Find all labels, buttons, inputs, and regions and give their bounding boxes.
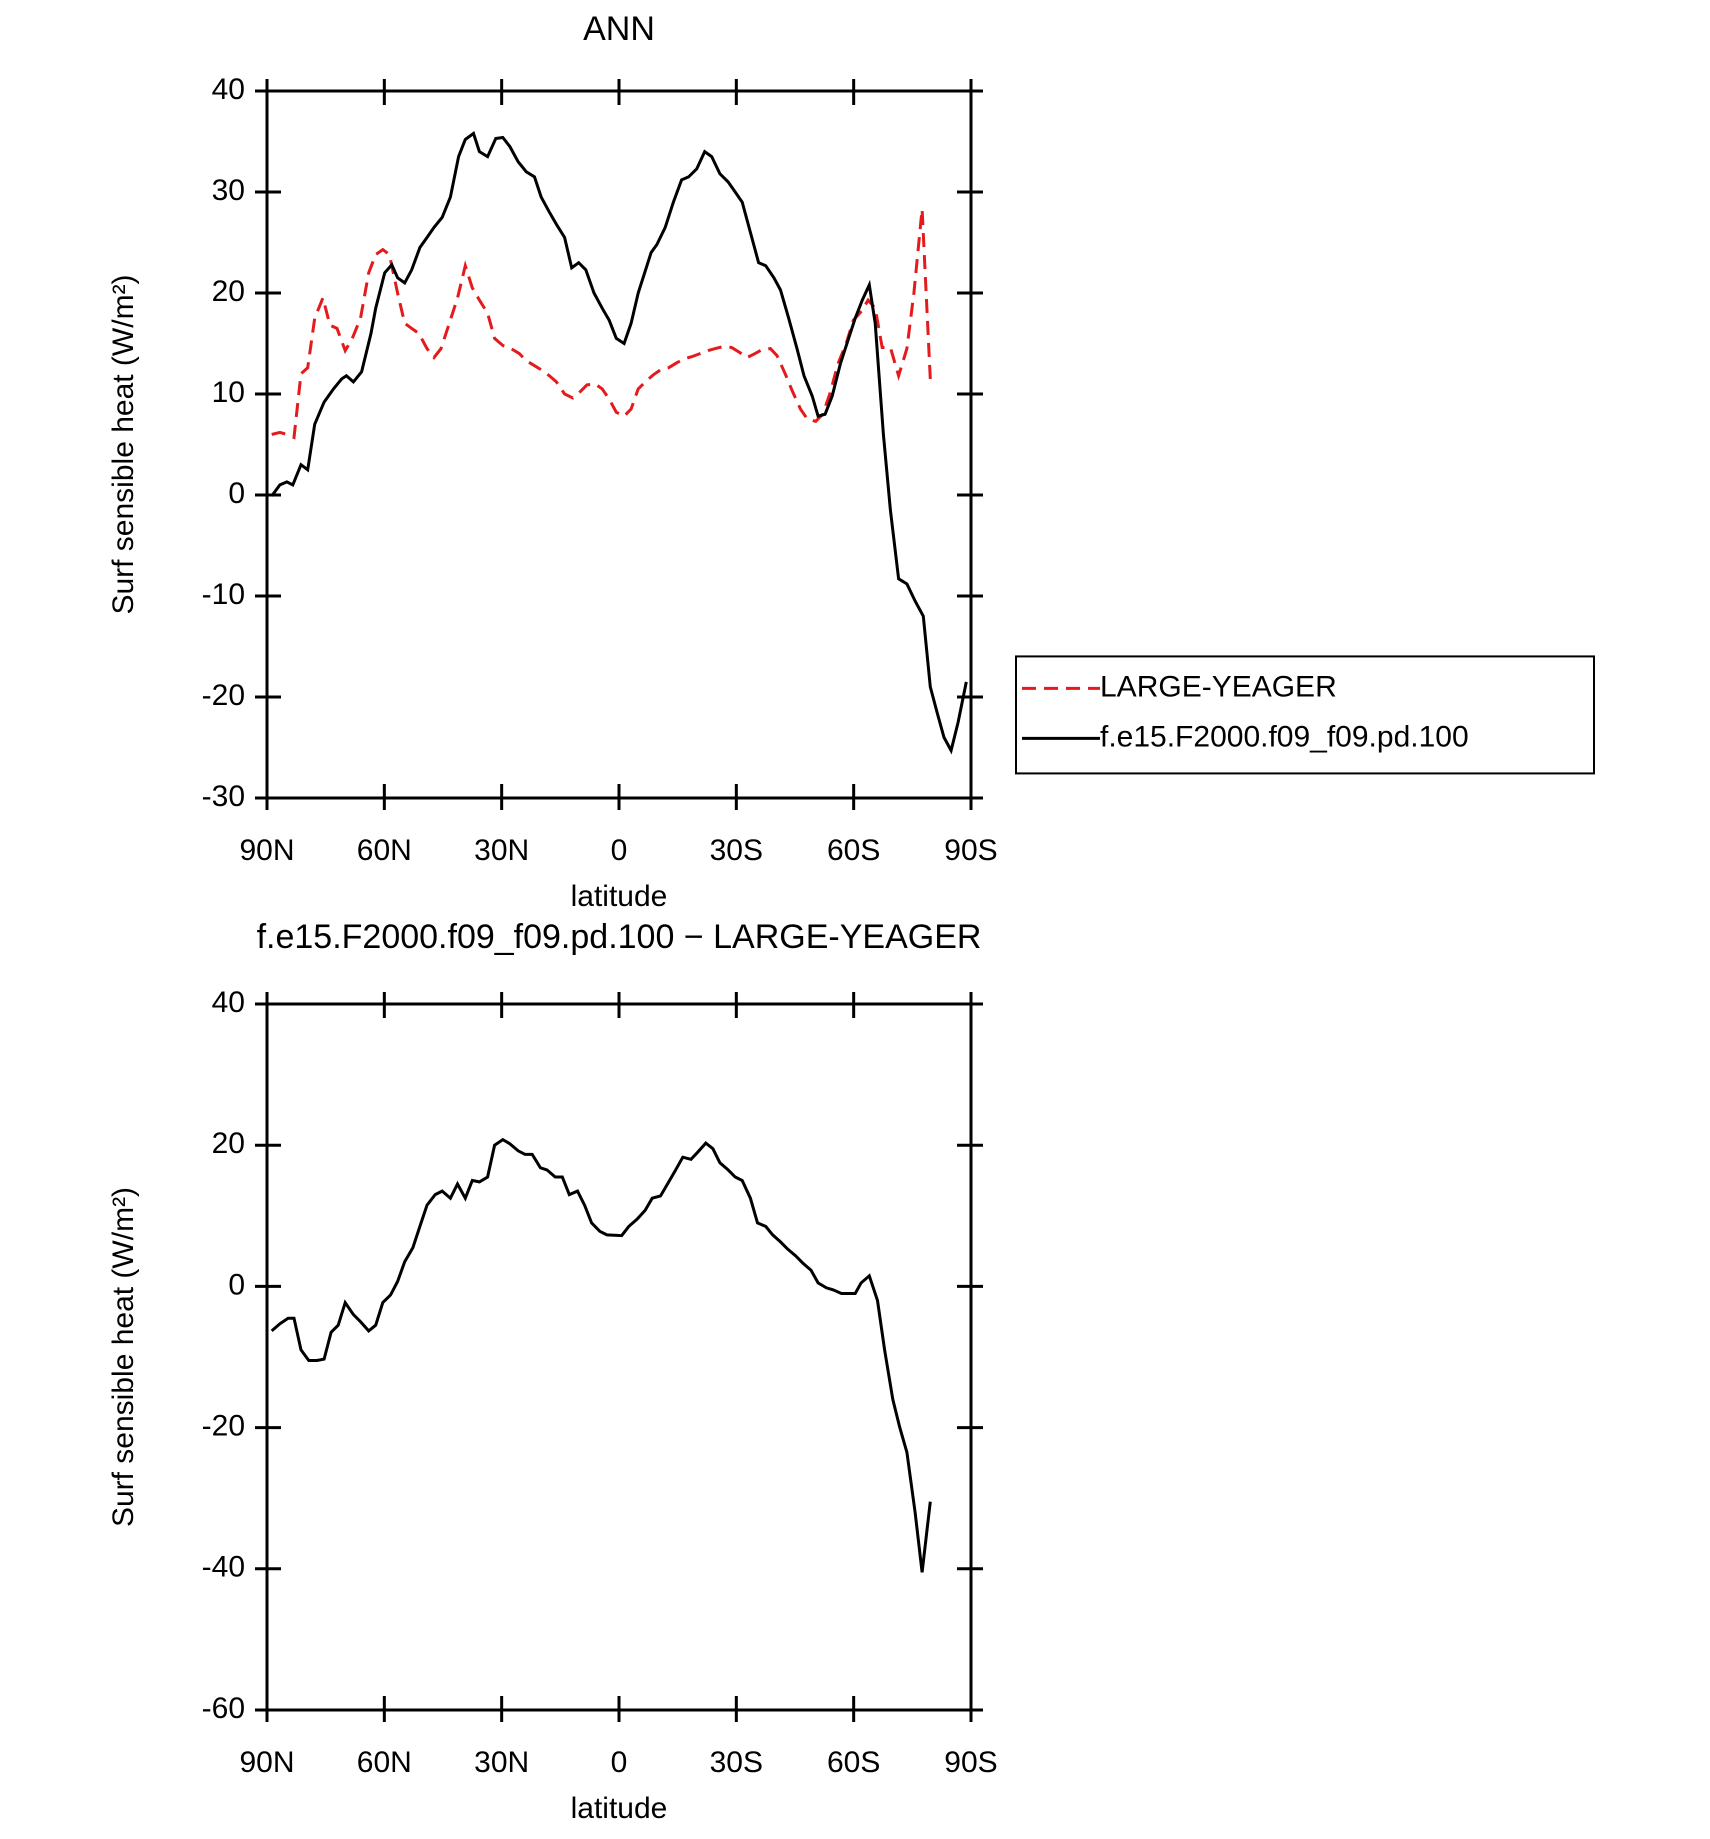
y-tick-label: 20	[212, 1127, 245, 1160]
x-tick-label: 90S	[944, 1746, 997, 1779]
x-tick-label: 30S	[710, 1746, 763, 1779]
chart: ANN -30 -20 -10 0 10 20 30 40 90N 60N 30N 0 30S 60S 90S…	[107, 10, 1595, 913]
x-tick-label: 30S	[710, 834, 763, 867]
x-tick-label: 30N	[474, 1746, 529, 1779]
y-tick-label: 0	[228, 1268, 245, 1301]
plot-frame	[265, 89, 973, 800]
chart-title: ANN	[583, 10, 655, 48]
data-line	[271, 209, 932, 440]
y-tick-label: 40	[212, 73, 245, 106]
y-tick-label: 30	[212, 174, 245, 207]
x-tick-label: 60N	[357, 1746, 412, 1779]
legend-label: f.e15.F2000.f09_f09.pd.100	[1100, 720, 1469, 753]
y-tick-label: -10	[202, 578, 245, 611]
y-axis-label: Surf sensible heat (W/m²)	[107, 1187, 140, 1527]
chart-title: f.e15.F2000.f09_f09.pd.100 − LARGE-YEAGE…	[257, 918, 982, 956]
y-tick-label: 20	[212, 275, 245, 308]
y-tick-label: -40	[202, 1551, 245, 1584]
x-tick-label: 30N	[474, 834, 529, 867]
x-tick-label: 90N	[239, 1746, 294, 1779]
chart: f.e15.F2000.f09_f09.pd.100 − LARGE-YEAGE…	[107, 918, 998, 1825]
y-tick-label: -60	[202, 1692, 245, 1725]
y-axis-label: Surf sensible heat (W/m²)	[107, 274, 140, 614]
x-tick-label: 90N	[239, 834, 294, 867]
y-tick-label: 0	[228, 477, 245, 510]
x-tick-label: 0	[611, 834, 628, 867]
x-tick-label: 60N	[357, 834, 412, 867]
x-axis-label: latitude	[571, 880, 668, 913]
data-line	[270, 1137, 932, 1573]
x-axis-label: latitude	[571, 1792, 668, 1825]
y-tick-label: 40	[212, 986, 245, 1019]
x-tick-label: 60S	[827, 834, 880, 867]
x-tick-label: 0	[611, 1746, 628, 1779]
plot-frame	[265, 1002, 973, 1712]
legend: LARGE-YEAGER f.e15.F2000.f09_f09.pd.100	[1015, 655, 1595, 775]
y-tick-label: 10	[212, 376, 245, 409]
y-tick-label: -20	[202, 679, 245, 712]
y-tick-label: -30	[202, 780, 245, 813]
y-tick-label: -20	[202, 1410, 245, 1443]
legend-frame	[1015, 655, 1595, 775]
legend-label: LARGE-YEAGER	[1100, 670, 1337, 703]
x-tick-label: 60S	[827, 1746, 880, 1779]
x-tick-label: 90S	[944, 834, 997, 867]
data-line	[270, 130, 968, 755]
